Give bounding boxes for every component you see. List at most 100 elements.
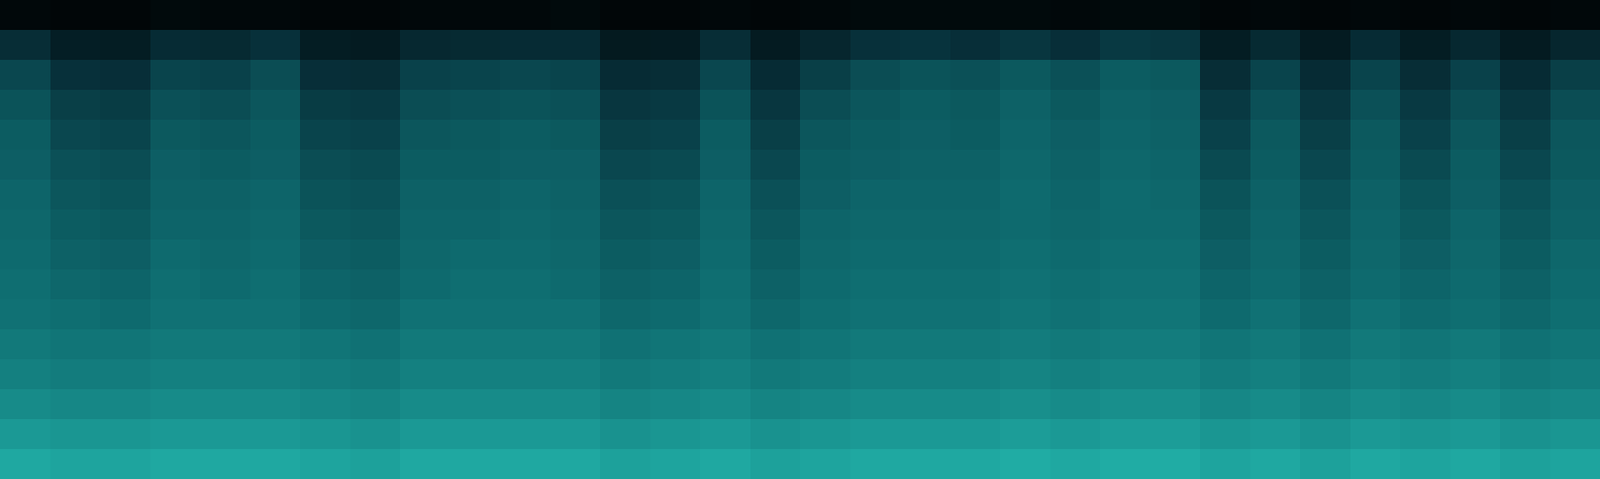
heatmap-cell	[1000, 269, 1051, 300]
heatmap-cell	[750, 239, 801, 271]
heatmap-cell	[1150, 119, 1201, 151]
heatmap-cell	[650, 89, 701, 121]
heatmap-cell	[1450, 269, 1501, 300]
heatmap-cell	[900, 119, 951, 151]
heatmap-cell	[50, 119, 101, 151]
heatmap-cell	[1250, 299, 1301, 330]
heatmap-cell	[850, 59, 901, 91]
heatmap-cell	[650, 0, 701, 31]
heatmap-cell	[200, 269, 251, 300]
heatmap-cell	[800, 328, 851, 360]
heatmap-cell	[850, 448, 901, 479]
heatmap-cell	[1500, 269, 1551, 300]
heatmap-cell	[350, 179, 401, 211]
heatmap-cell	[1200, 119, 1251, 151]
heatmap-cell	[100, 239, 151, 271]
heatmap-cell	[1100, 89, 1151, 121]
heatmap-cell	[1050, 119, 1101, 151]
heatmap-cell	[1350, 29, 1401, 61]
heatmap-cell	[0, 418, 51, 450]
heatmap-cell	[1200, 418, 1251, 450]
heatmap-cell	[1400, 119, 1451, 151]
heatmap-cell	[150, 0, 201, 31]
heatmap-cell	[250, 0, 301, 31]
heatmap-cell	[650, 119, 701, 151]
heatmap-cell	[850, 269, 901, 300]
heatmap-cell	[1450, 299, 1501, 330]
heatmap-cell	[500, 388, 551, 420]
heatmap-cell	[300, 388, 351, 420]
heatmap-cell	[1250, 328, 1301, 360]
heatmap-cell	[450, 149, 501, 181]
heatmap-cell	[1250, 149, 1301, 181]
heatmap-cell	[150, 358, 201, 390]
heatmap-cell	[1450, 239, 1501, 271]
heatmap-cell	[1400, 358, 1451, 390]
heatmap-cell	[800, 29, 851, 61]
heatmap-cell	[100, 299, 151, 330]
heatmap-cell	[650, 239, 701, 271]
heatmap-cell	[400, 358, 451, 390]
heatmap-cell	[700, 59, 751, 91]
heatmap-cell	[1000, 358, 1051, 390]
heatmap-cell	[800, 358, 851, 390]
heatmap-cell	[650, 418, 701, 450]
heatmap-cell	[550, 269, 601, 300]
heatmap-cell	[1300, 0, 1351, 31]
heatmap-cell	[200, 358, 251, 390]
heatmap-cell	[1550, 29, 1600, 61]
heatmap-cell	[1350, 209, 1401, 241]
heatmap-cell	[1500, 0, 1551, 31]
heatmap-cell	[550, 388, 601, 420]
heatmap-cell	[800, 209, 851, 241]
heatmap-cell	[1050, 299, 1101, 330]
heatmap-cell	[1400, 239, 1451, 271]
heatmap-cell	[1250, 209, 1301, 241]
heatmap-cell	[550, 209, 601, 241]
heatmap-cell	[700, 209, 751, 241]
heatmap-cell	[300, 29, 351, 61]
heatmap-cell	[650, 299, 701, 330]
heatmap-cell	[350, 0, 401, 31]
heatmap-cell	[1500, 299, 1551, 330]
heatmap-cell	[800, 448, 851, 479]
heatmap-cell	[900, 89, 951, 121]
heatmap-cell	[700, 299, 751, 330]
heatmap-cell	[350, 119, 401, 151]
heatmap-cell	[1500, 388, 1551, 420]
heatmap-cell	[1550, 59, 1600, 91]
heatmap-cell	[350, 418, 401, 450]
heatmap-cell	[750, 119, 801, 151]
heatmap-cell	[1400, 448, 1451, 479]
heatmap-cell	[1500, 59, 1551, 91]
heatmap-cell	[50, 388, 101, 420]
heatmap-cell	[400, 59, 451, 91]
heatmap-cell	[750, 358, 801, 390]
heatmap-cell	[950, 299, 1001, 330]
heatmap-cell	[1350, 299, 1401, 330]
heatmap-cell	[200, 179, 251, 211]
heatmap-cell	[850, 328, 901, 360]
heatmap-cell	[1200, 239, 1251, 271]
heatmap-cell	[100, 179, 151, 211]
heatmap-cell	[1250, 179, 1301, 211]
heatmap-cell	[550, 89, 601, 121]
heatmap-cell	[450, 418, 501, 450]
heatmap-cell	[900, 299, 951, 330]
heatmap-cell	[400, 299, 451, 330]
heatmap-cell	[550, 358, 601, 390]
heatmap-cell	[1450, 179, 1501, 211]
heatmap-cells	[0, 0, 1600, 479]
heatmap-cell	[700, 269, 751, 300]
heatmap-cell	[250, 29, 301, 61]
heatmap-cell	[850, 299, 901, 330]
heatmap-cell	[1500, 239, 1551, 271]
heatmap-cell	[1150, 299, 1201, 330]
heatmap-cell	[1050, 269, 1101, 300]
heatmap-cell	[1350, 89, 1401, 121]
heatmap-cell	[600, 239, 651, 271]
heatmap-cell	[800, 239, 851, 271]
heatmap-cell	[1350, 119, 1401, 151]
heatmap-cell	[600, 149, 651, 181]
heatmap-cell	[1400, 328, 1451, 360]
